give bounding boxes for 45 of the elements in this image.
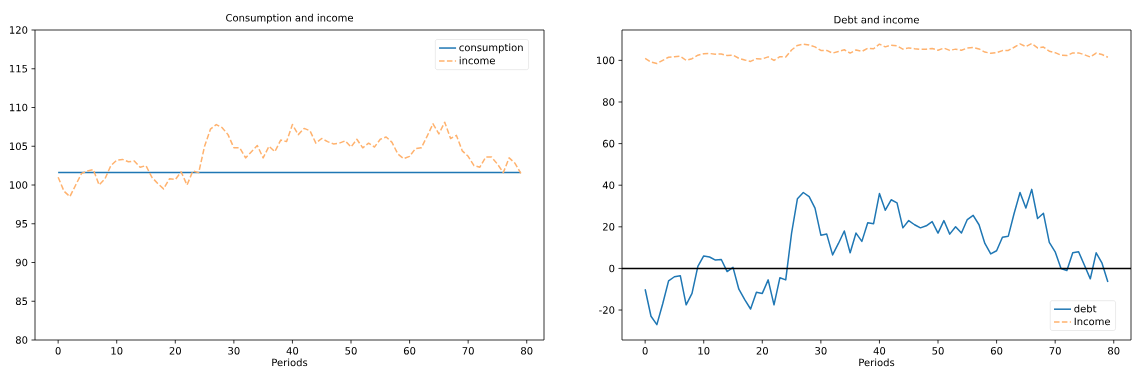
legend-label: income (459, 56, 495, 65)
x-tick-label: 50 (932, 347, 944, 355)
y-tick-label: 100 (9, 181, 28, 189)
line-series (57, 121, 522, 198)
x-tick-label: 70 (1049, 347, 1061, 355)
x-tick-label: 80 (1108, 347, 1120, 355)
y-tick-label: -20 (599, 306, 615, 314)
x-tick-label: 10 (698, 347, 710, 355)
x-tick-label: 20 (169, 347, 181, 355)
y-tick-label: 20 (602, 223, 615, 231)
x-tick-label: 0 (55, 347, 61, 355)
y-tick-label: 115 (9, 65, 28, 73)
legend-label: debt (1074, 304, 1097, 313)
line-series (644, 188, 1109, 326)
y-tick-label: 80 (602, 98, 615, 106)
y-tick-label: 120 (9, 26, 28, 34)
line-series (644, 42, 1109, 65)
x-tick-label: 60 (990, 347, 1003, 355)
y-tick-label: 110 (9, 103, 28, 112)
x-tick-label: 30 (815, 347, 827, 355)
legend-label: consumption (459, 43, 523, 54)
y-tick-label: 60 (602, 139, 615, 148)
chart-title: Consumption and income (226, 13, 354, 24)
x-tick-label: 10 (111, 347, 123, 355)
chart-title: Debt and income (834, 15, 919, 24)
x-tick-label: 20 (756, 347, 768, 355)
y-tick-label: 80 (15, 336, 28, 344)
x-axis-title: Periods (272, 358, 308, 367)
legend-label: Income (1074, 317, 1111, 326)
x-tick-label: 70 (462, 347, 474, 355)
y-tick-label: 0 (609, 264, 615, 273)
y-tick-label: 100 (596, 56, 615, 65)
x-tick-label: 80 (521, 347, 533, 355)
y-tick-label: 105 (9, 142, 28, 151)
x-tick-label: 40 (873, 347, 886, 355)
x-tick-label: 0 (642, 347, 648, 355)
x-tick-label: 40 (286, 347, 299, 355)
y-tick-label: 90 (15, 258, 28, 267)
y-tick-label: 40 (602, 181, 615, 189)
x-tick-label: 50 (345, 347, 357, 355)
y-tick-label: 85 (15, 297, 28, 306)
y-tick-label: 95 (15, 219, 28, 228)
x-tick-label: 30 (228, 347, 240, 355)
x-axis-title: Periods (859, 358, 895, 367)
x-tick-label: 60 (403, 347, 416, 355)
